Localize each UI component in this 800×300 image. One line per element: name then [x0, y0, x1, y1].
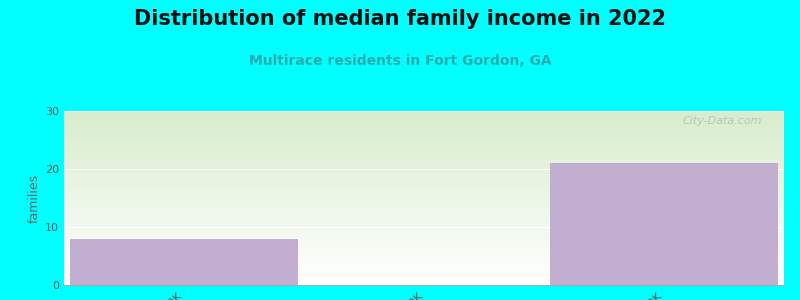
Text: Distribution of median family income in 2022: Distribution of median family income in … [134, 9, 666, 29]
Text: Multirace residents in Fort Gordon, GA: Multirace residents in Fort Gordon, GA [249, 54, 551, 68]
Bar [550, 163, 778, 285]
Y-axis label: families: families [28, 173, 41, 223]
Bar [70, 238, 298, 285]
Text: City-Data.com: City-Data.com [683, 116, 762, 126]
